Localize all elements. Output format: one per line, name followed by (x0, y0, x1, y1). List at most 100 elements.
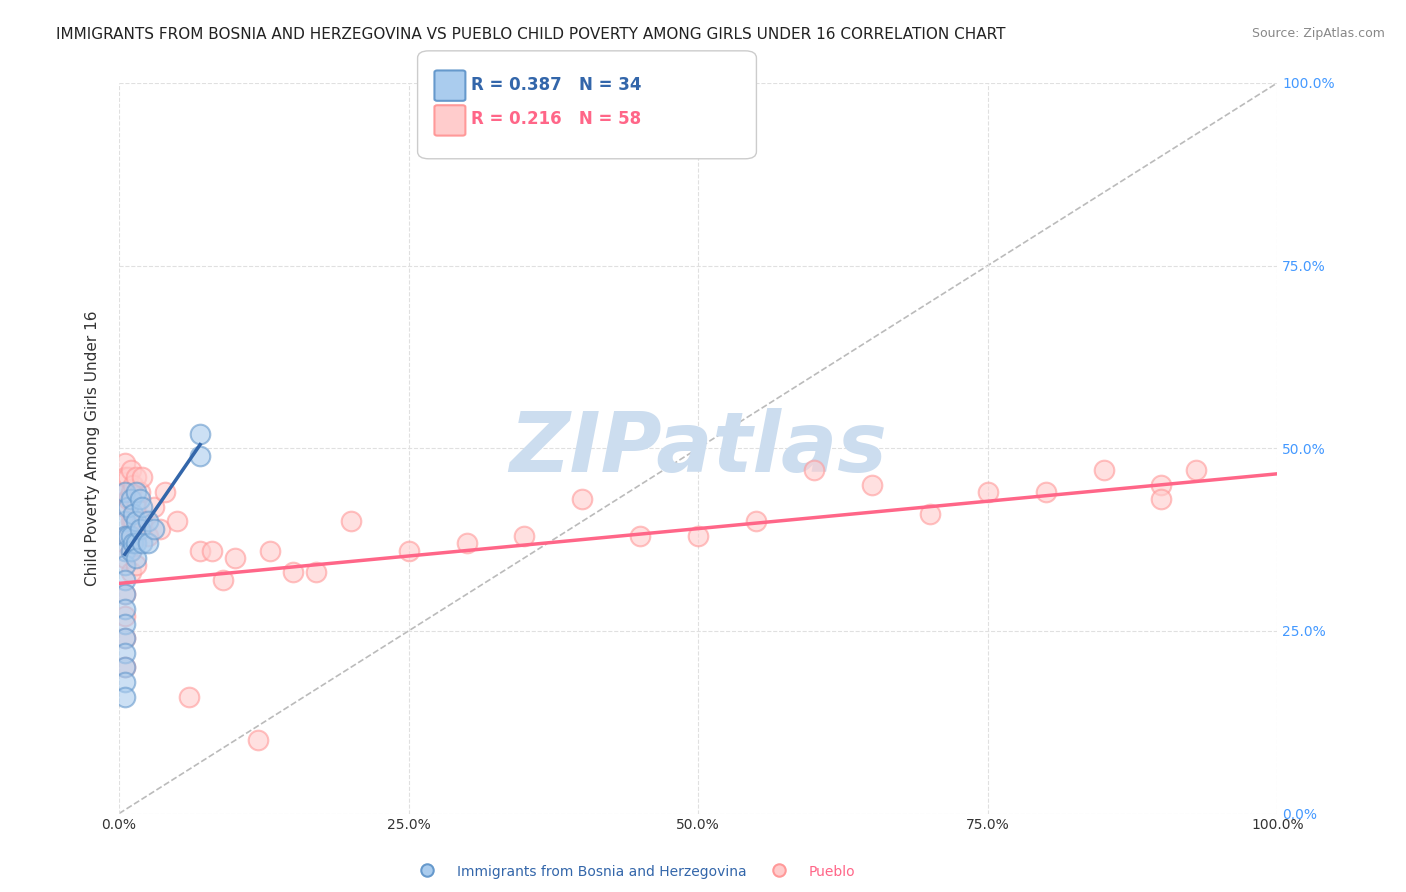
Point (136, 514, 159, 528)
Text: Pueblo: Pueblo (808, 865, 855, 880)
Point (125, 500, 148, 514)
Text: ZIPatlas: ZIPatlas (509, 408, 887, 489)
Point (142, 500, 165, 514)
Point (114, 675, 136, 690)
Point (136, 536, 159, 550)
Point (131, 470, 153, 484)
Point (114, 616, 136, 631)
Point (125, 550, 148, 565)
Point (120, 514, 142, 528)
Point (114, 602, 136, 616)
Point (120, 492, 142, 507)
Point (188, 543, 211, 558)
Point (114, 573, 136, 587)
Point (129, 485, 152, 500)
Point (125, 470, 148, 484)
Point (129, 522, 152, 536)
Point (114, 631, 136, 645)
Point (114, 646, 136, 660)
Text: Immigrants from Bosnia and Herzegovina: Immigrants from Bosnia and Herzegovina (457, 865, 747, 880)
Point (122, 507, 145, 521)
Point (125, 536, 148, 550)
Point (117, 470, 139, 484)
Point (129, 492, 152, 507)
Point (117, 500, 139, 514)
Point (201, 543, 224, 558)
Y-axis label: Child Poverty Among Girls Under 16: Child Poverty Among Girls Under 16 (86, 310, 100, 586)
Point (628, 529, 651, 543)
Point (212, 573, 235, 587)
Point (125, 529, 148, 543)
Text: Source: ZipAtlas.com: Source: ZipAtlas.com (1251, 27, 1385, 40)
Point (114, 456, 136, 470)
Point (114, 529, 136, 543)
Point (114, 609, 136, 624)
Point (131, 514, 153, 528)
Point (571, 492, 593, 507)
Point (114, 587, 136, 601)
Point (117, 529, 139, 543)
Point (339, 514, 361, 528)
Point (1185, 463, 1208, 477)
Point (122, 514, 145, 528)
Point (114, 587, 136, 601)
Point (456, 536, 478, 550)
Point (977, 485, 1000, 500)
Point (224, 550, 246, 565)
Point (166, 514, 188, 528)
Point (120, 566, 142, 580)
Point (768, 863, 790, 877)
Point (114, 660, 136, 674)
Point (114, 529, 136, 543)
Point (131, 500, 153, 514)
Point (114, 485, 136, 500)
Point (120, 543, 142, 558)
Point (142, 522, 165, 536)
Point (745, 514, 768, 528)
Point (416, 863, 439, 877)
Point (114, 500, 136, 514)
Point (398, 543, 420, 558)
Point (125, 558, 148, 573)
Point (122, 477, 145, 491)
Point (305, 566, 328, 580)
Point (1150, 477, 1173, 491)
Point (188, 449, 211, 463)
Point (177, 690, 200, 704)
Point (131, 536, 153, 550)
Text: R = 0.216   N = 58: R = 0.216 N = 58 (471, 110, 641, 128)
Point (1150, 492, 1173, 507)
Point (117, 492, 139, 507)
Point (120, 485, 142, 500)
Point (860, 477, 883, 491)
Point (688, 529, 710, 543)
Point (114, 558, 136, 573)
Point (155, 485, 177, 500)
Point (114, 485, 136, 500)
Point (114, 470, 136, 484)
Point (136, 529, 159, 543)
Point (117, 529, 139, 543)
Point (120, 463, 142, 477)
Text: R = 0.387   N = 34: R = 0.387 N = 34 (471, 76, 641, 94)
Point (125, 514, 148, 528)
Point (125, 485, 148, 500)
Point (281, 566, 304, 580)
Point (1092, 463, 1115, 477)
Point (259, 543, 281, 558)
Point (114, 690, 136, 704)
Point (918, 507, 941, 521)
Point (247, 733, 270, 747)
Point (149, 522, 172, 536)
Point (803, 463, 825, 477)
Point (114, 550, 136, 565)
Point (114, 543, 136, 558)
Point (114, 631, 136, 645)
Point (114, 514, 136, 528)
Point (120, 543, 142, 558)
Point (188, 426, 211, 441)
Point (120, 529, 142, 543)
Point (122, 536, 145, 550)
Point (1035, 485, 1057, 500)
Text: IMMIGRANTS FROM BOSNIA AND HERZEGOVINA VS PUEBLO CHILD POVERTY AMONG GIRLS UNDER: IMMIGRANTS FROM BOSNIA AND HERZEGOVINA V… (56, 27, 1005, 42)
